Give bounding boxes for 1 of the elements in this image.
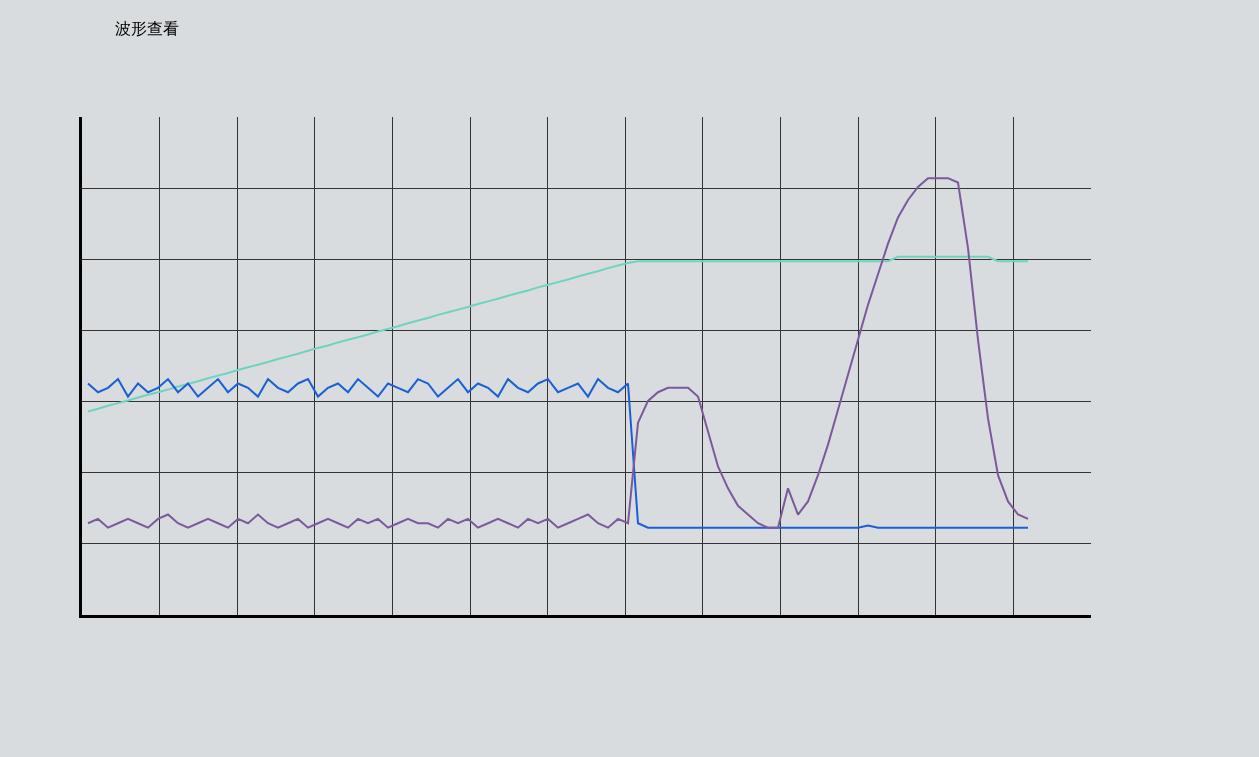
chart-title: 波形查看 xyxy=(115,18,179,38)
